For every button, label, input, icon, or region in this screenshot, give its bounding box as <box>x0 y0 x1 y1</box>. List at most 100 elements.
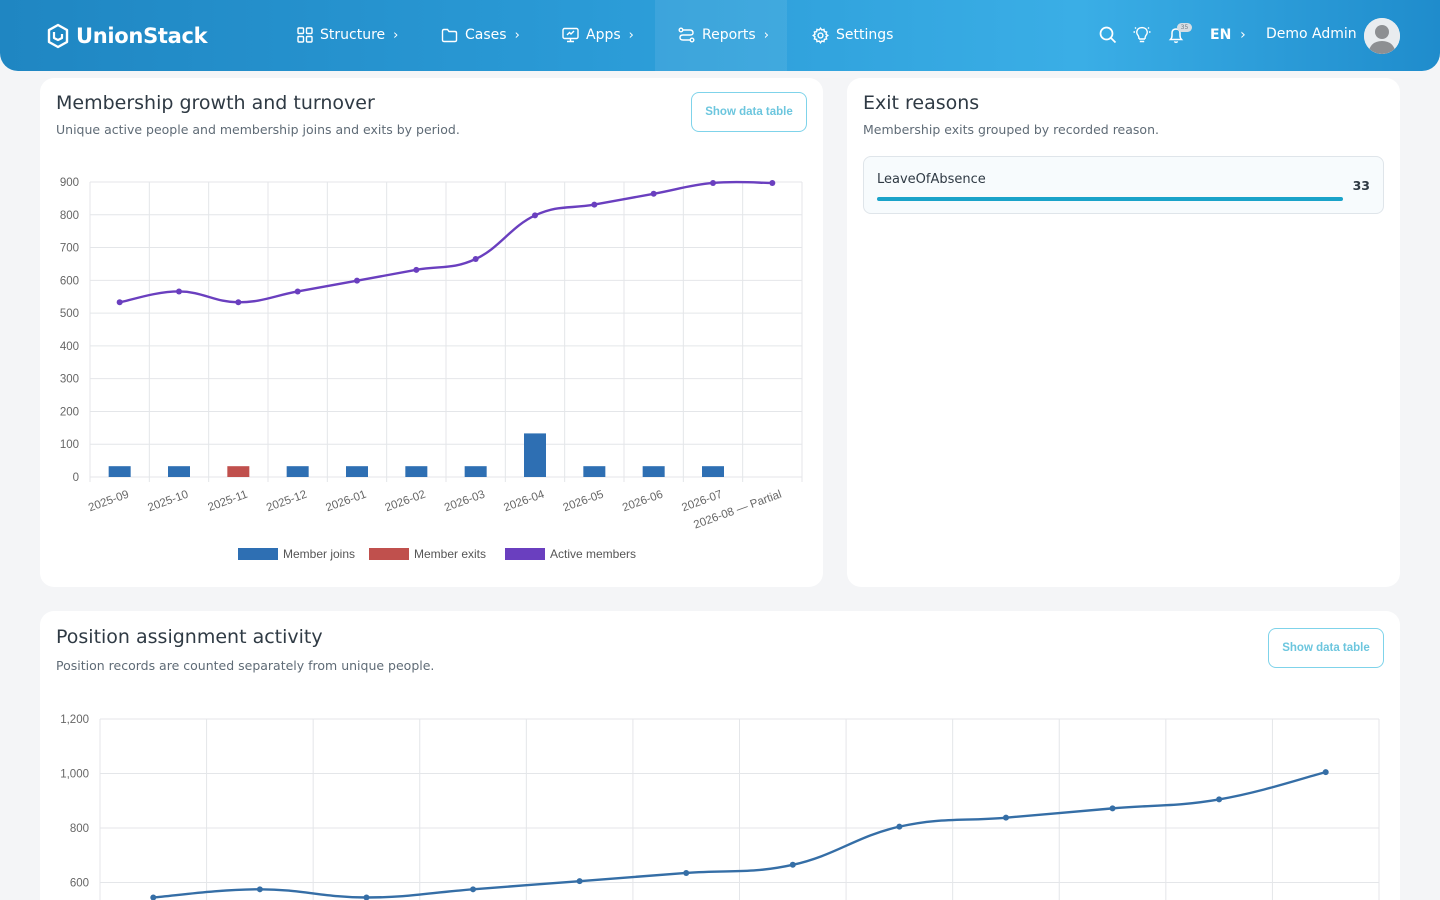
active-members-line <box>119 180 773 304</box>
monitor-icon <box>562 27 579 43</box>
y-tick-label: 0 <box>73 472 79 484</box>
active-members-point <box>532 212 538 219</box>
y-tick-label: 200 <box>60 406 79 418</box>
membership-card-title: Membership growth and turnover <box>56 92 375 114</box>
x-tick-label: 2026-03 <box>443 489 487 515</box>
chevron-right-icon: › <box>1240 27 1246 43</box>
grid-icon <box>297 27 313 43</box>
active-members-point <box>591 201 598 208</box>
chevron-right-icon: › <box>393 27 399 43</box>
nav-structure[interactable]: Structure › <box>297 24 398 46</box>
legend-swatch <box>369 548 409 560</box>
x-tick-label: 2025-12 <box>265 489 309 515</box>
y-tick-label: 1,200 <box>60 714 89 726</box>
language-selector[interactable]: EN › <box>1210 27 1246 43</box>
bar-member-joins <box>642 466 665 477</box>
active-members-point <box>472 256 479 263</box>
nav-active-highlight <box>655 0 787 71</box>
x-tick-label: 2025-11 <box>206 489 249 514</box>
bell-icon[interactable] <box>1166 25 1186 45</box>
user-name[interactable]: Demo Admin <box>1266 26 1357 42</box>
x-tick-label: 2026-04 <box>502 488 546 514</box>
show-data-table-button[interactable]: Show data table <box>691 92 807 132</box>
position-activity-point <box>1002 814 1009 821</box>
y-tick-label: 400 <box>60 341 79 353</box>
legend-swatch <box>505 548 545 560</box>
bar-member-joins <box>286 466 309 477</box>
position-activity-point <box>896 823 903 830</box>
exit-card-subtitle: Membership exits grouped by recorded rea… <box>863 122 1159 137</box>
x-tick-label: 2025-10 <box>146 489 190 515</box>
position-activity-point <box>789 861 796 868</box>
nav-structure-label: Structure <box>320 27 386 43</box>
bar-member-joins <box>702 466 724 477</box>
legend-label: Member joins <box>283 547 355 561</box>
nav-reports-label: Reports <box>702 27 756 43</box>
nav-cases-label: Cases <box>465 27 507 43</box>
route-icon <box>678 27 695 43</box>
x-tick-label: 2026-02 <box>384 489 428 515</box>
language-label: EN <box>1210 27 1232 43</box>
lightbulb-icon[interactable] <box>1132 25 1152 45</box>
position-activity-point <box>576 878 583 885</box>
active-members-point <box>354 277 360 284</box>
search-icon[interactable] <box>1098 25 1118 45</box>
folder-icon <box>441 28 458 42</box>
bar-member-exits <box>227 466 250 477</box>
exit-reasons-card: Exit reasons Membership exits grouped by… <box>847 78 1400 587</box>
position-chart-card: Position assignment activity Position re… <box>40 611 1400 900</box>
exit-card-title: Exit reasons <box>863 92 980 114</box>
x-tick-label: 2025-09 <box>87 489 131 515</box>
active-members-point <box>710 179 716 186</box>
bar-member-joins <box>583 466 606 477</box>
x-tick-label: 2026-01 <box>324 489 368 515</box>
active-members-point <box>413 266 420 273</box>
active-members-point <box>235 299 242 306</box>
position-activity-point <box>256 886 263 893</box>
position-chart: 600 800 1,000 1,200 <box>60 714 1380 900</box>
brand-logo[interactable]: UnionStack <box>46 20 208 52</box>
active-members-point <box>294 288 301 295</box>
gear-icon <box>812 26 829 44</box>
membership-card-subtitle: Unique active people and membership join… <box>56 122 460 137</box>
active-members-point <box>176 288 182 295</box>
nav-apps[interactable]: Apps › <box>562 24 634 46</box>
bar-member-joins <box>405 466 428 477</box>
nav-reports[interactable]: Reports › <box>678 24 769 46</box>
legend-swatch <box>238 548 278 560</box>
position-activity-point <box>683 869 690 876</box>
membership-chart: 0 100 200 300 400 500 600 700 800 900 2025-09 2025-… <box>60 177 803 561</box>
top-navbar: UnionStack Structure › Cases › Apps › Re… <box>0 0 1440 71</box>
y-tick-label: 700 <box>60 243 79 255</box>
bar-member-joins <box>464 466 487 477</box>
y-tick-label: 600 <box>60 275 79 287</box>
exit-reason-label: LeaveOfAbsence <box>877 172 986 187</box>
active-members-point <box>116 299 123 306</box>
nav-settings[interactable]: Settings <box>812 24 893 46</box>
nav-settings-label: Settings <box>836 27 894 43</box>
y-tick-label: 300 <box>60 374 79 386</box>
brand-name: UnionStack <box>76 24 208 48</box>
active-members-point <box>769 179 776 186</box>
exit-reason-count: 33 <box>1352 178 1370 193</box>
position-card-title: Position assignment activity <box>56 626 323 648</box>
chevron-right-icon: › <box>514 27 520 43</box>
bar-member-joins <box>524 433 546 477</box>
position-activity-point <box>363 894 370 900</box>
y-tick-label: 1,000 <box>60 769 89 781</box>
x-tick-label: 2026-06 <box>621 489 665 515</box>
bar-member-joins <box>168 466 190 477</box>
active-members-point <box>650 190 657 197</box>
exit-reason-row[interactable]: LeaveOfAbsence 33 <box>863 156 1384 214</box>
position-activity-point <box>1109 805 1116 812</box>
legend-label: Member exits <box>414 547 486 561</box>
exit-reason-bar <box>877 197 1343 201</box>
position-activity-point <box>1216 796 1223 803</box>
nav-cases[interactable]: Cases › <box>441 24 520 46</box>
position-activity-point <box>470 886 477 893</box>
avatar[interactable] <box>1364 18 1400 54</box>
chevron-right-icon: › <box>763 27 769 43</box>
nav-apps-label: Apps <box>586 27 621 43</box>
bar-member-joins <box>108 466 131 477</box>
show-data-table-button[interactable]: Show data table <box>1268 628 1384 668</box>
